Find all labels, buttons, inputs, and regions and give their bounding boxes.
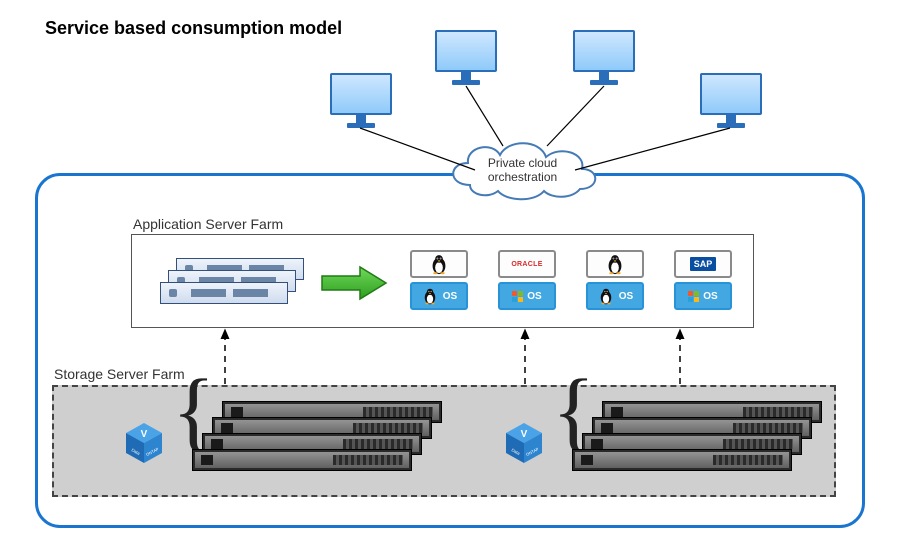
vm-os-icon: OS (674, 282, 732, 310)
client-monitor (573, 30, 635, 86)
client-monitor (330, 73, 392, 129)
vm-tile: OS (586, 250, 644, 312)
svg-text:V: V (141, 429, 148, 440)
app-server-rack (160, 258, 310, 316)
data-ontap-cube-icon: V Data ONTAP (502, 421, 546, 465)
vm-tile: SAP OS (674, 250, 732, 312)
page-title: Service based consumption model (45, 18, 342, 39)
storage-server-stack (572, 401, 832, 479)
data-ontap-cube-icon: V Data ONTAP (122, 421, 166, 465)
left-brace-icon: { (172, 367, 190, 457)
vm-tile: OS (410, 250, 468, 312)
client-monitor (435, 30, 497, 86)
vm-app-icon (410, 250, 468, 278)
cloud-icon: Private cloudorchestration (440, 135, 605, 205)
storage-farm-box: V Data ONTAP { V Data ONTAP { (52, 385, 836, 497)
vm-os-icon: OS (586, 282, 644, 310)
vm-app-icon: SAP (674, 250, 732, 278)
left-brace-icon: { (552, 367, 570, 457)
storage-farm-label: Storage Server Farm (54, 366, 185, 382)
vm-app-icon (586, 250, 644, 278)
vm-os-icon: OS (410, 282, 468, 310)
vm-os-icon: OS (498, 282, 556, 310)
migrate-arrow-icon (320, 265, 390, 301)
storage-server-stack (192, 401, 452, 479)
svg-text:V: V (521, 429, 528, 440)
vm-tile: ORACLE OS (498, 250, 556, 312)
client-monitor (700, 73, 762, 129)
vm-app-icon: ORACLE (498, 250, 556, 278)
app-farm-label: Application Server Farm (133, 216, 283, 232)
cloud-label: Private cloudorchestration (440, 157, 605, 185)
